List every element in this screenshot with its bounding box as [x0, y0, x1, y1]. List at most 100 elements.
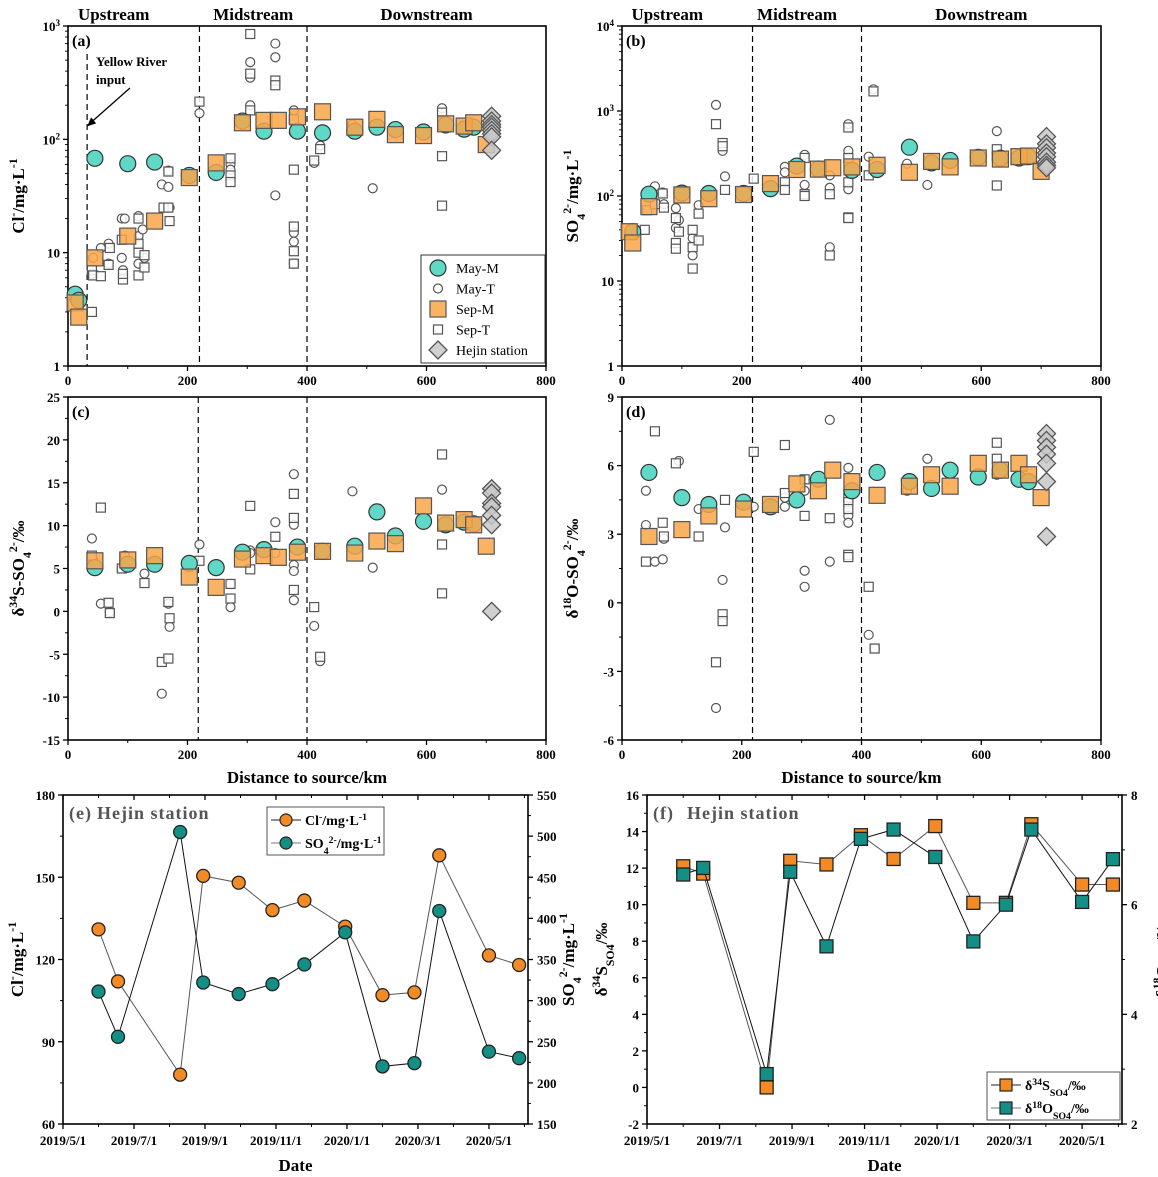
- data-point: [104, 607, 115, 619]
- data-point: [288, 122, 307, 140]
- data-point: [922, 179, 933, 191]
- x-tick-label: 200: [732, 747, 752, 762]
- data-point: [717, 615, 728, 627]
- legend-label: δ18OSO4/‰: [1025, 1100, 1089, 1122]
- data-point: [86, 552, 104, 570]
- data-point: [843, 212, 854, 224]
- data-point: [673, 186, 691, 204]
- data-point: [196, 975, 211, 990]
- data-point: [710, 702, 722, 714]
- data-point: [346, 544, 364, 562]
- x-tick-label: 2020/1/1: [914, 1133, 960, 1148]
- data-point: [719, 184, 731, 195]
- data-point: [824, 189, 835, 200]
- y-tick-label: 5: [54, 562, 61, 577]
- y-tick-label: 1: [608, 359, 615, 374]
- y-tick-label: 10: [626, 898, 639, 913]
- legend-label: Sep-T: [456, 324, 491, 339]
- data-point: [368, 110, 386, 128]
- data-point: [868, 86, 879, 97]
- data-point: [196, 868, 211, 884]
- y-tick-label: 10: [47, 246, 60, 261]
- y-tick-label: 90: [42, 1035, 55, 1050]
- data-point: [649, 426, 661, 437]
- data-point: [180, 168, 198, 187]
- data-point: [748, 173, 759, 184]
- data-point: [991, 126, 1002, 137]
- data-point: [346, 118, 364, 136]
- data-point: [779, 184, 790, 195]
- series-sep-m: [66, 103, 495, 326]
- data-point: [375, 1059, 390, 1074]
- y-right-tick-label: 450: [537, 870, 557, 885]
- data-point: [991, 180, 1002, 191]
- data-point: [640, 485, 652, 496]
- x-tick-label: 200: [178, 373, 198, 388]
- data-point: [119, 227, 137, 245]
- panel-label: (b): [626, 33, 646, 50]
- panel-label: (c): [72, 404, 90, 421]
- data-point: [900, 477, 919, 495]
- data-point: [511, 957, 527, 973]
- data-point: [969, 454, 987, 472]
- data-point: [843, 517, 854, 528]
- arrow-head-icon: [87, 117, 97, 127]
- data-point: [172, 1067, 188, 1082]
- data-point: [288, 584, 299, 596]
- data-point: [116, 252, 127, 263]
- x-tick-label: 200: [732, 373, 752, 388]
- data-point: [288, 236, 299, 247]
- data-point: [673, 489, 691, 507]
- y-tick-label: 10: [47, 519, 60, 534]
- annotation-text: input: [96, 72, 126, 87]
- data-point: [819, 857, 834, 872]
- data-point: [368, 503, 386, 521]
- data-point: [998, 897, 1014, 912]
- data-point: [717, 141, 728, 152]
- data-point: [245, 500, 256, 512]
- data-point: [788, 491, 806, 509]
- data-point: [941, 477, 959, 495]
- data-point: [710, 119, 722, 130]
- data-point: [843, 551, 854, 563]
- data-point: [928, 849, 943, 865]
- data-point: [225, 601, 236, 613]
- data-point: [95, 271, 106, 282]
- y-right-tick-label: 300: [537, 994, 557, 1009]
- data-point: [104, 242, 115, 254]
- data-point: [481, 948, 497, 963]
- y-tick-label: 120: [36, 953, 56, 968]
- data-point: [146, 153, 164, 171]
- x-tick-label: 2020/5/1: [466, 1133, 512, 1148]
- data-point: [146, 212, 164, 230]
- data-point: [710, 99, 722, 110]
- data-point: [386, 126, 405, 144]
- data-point: [824, 250, 835, 261]
- data-point: [164, 215, 175, 227]
- y-right-axis-label: SO42-/mg·L-1: [556, 913, 584, 1006]
- data-point: [693, 208, 704, 219]
- legend-marker-sep-m: [429, 300, 447, 318]
- y-axis-label: δ34S-SO42-/‰: [6, 520, 34, 616]
- region-label: Upstream: [78, 5, 149, 24]
- data-point: [991, 150, 1010, 168]
- data-point: [928, 818, 943, 834]
- data-point: [1032, 489, 1050, 507]
- data-point: [255, 547, 273, 565]
- y-tick-label: 2: [633, 1044, 640, 1059]
- data-point: [1024, 822, 1039, 837]
- data-point: [139, 568, 150, 579]
- data-point: [734, 500, 753, 518]
- data-point: [86, 533, 98, 544]
- data-point: [922, 453, 933, 464]
- data-point: [779, 501, 790, 512]
- data-point: [886, 851, 901, 867]
- series-hejin-station: [481, 478, 502, 622]
- data-point: [824, 461, 842, 479]
- data-point: [70, 308, 88, 326]
- data-point: [233, 550, 252, 568]
- data-point: [788, 160, 806, 179]
- y-tick-label: -10: [43, 690, 60, 705]
- y-tick-label: 8: [633, 934, 640, 949]
- data-point: [670, 212, 681, 224]
